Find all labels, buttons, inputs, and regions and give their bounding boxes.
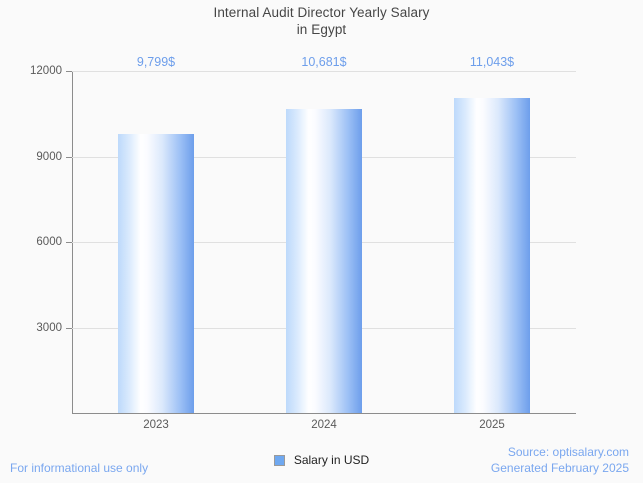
bar-value-label: 10,681$ (301, 55, 347, 69)
y-axis-tick-mark (66, 327, 72, 329)
y-axis-tick-mark (66, 156, 72, 158)
bar-2024[interactable] (286, 108, 362, 413)
y-axis-tick-label: 6000 (36, 236, 62, 248)
chart-title-line-2: in Egypt (296, 22, 347, 37)
chart-legend: Salary in USD (0, 453, 643, 467)
x-axis-tick-label: 2025 (479, 419, 505, 431)
bar-value-label: 11,043$ (469, 55, 515, 69)
source-block: Source: optisalary.com Generated Februar… (491, 445, 629, 476)
y-axis-tick-label: 3000 (36, 321, 62, 334)
disclaimer-text: For informational use only (10, 461, 149, 475)
source-text: Source: optisalary.com (507, 445, 629, 459)
legend-item-label: Salary in USD (293, 453, 370, 467)
y-axis-tick-label: 9000 (36, 150, 62, 163)
bar-value-label: 9,799$ (136, 55, 176, 69)
legend-swatch-icon (273, 454, 285, 466)
x-axis-tick-label: 2024 (311, 419, 337, 431)
chart-title: Internal Audit Director Yearly Salary in… (0, 4, 643, 38)
y-axis-tick-label: 12000 (30, 65, 62, 77)
chart-title-line-1: Internal Audit Director Yearly Salary (213, 5, 430, 20)
bar-2023[interactable] (118, 133, 194, 413)
y-axis-tick-mark (66, 242, 72, 243)
plot-area (72, 71, 576, 413)
legend-item-salary-in-usd[interactable]: Salary in USD (273, 453, 370, 467)
generated-text: Generated February 2025 (490, 460, 629, 475)
gridline (72, 71, 576, 72)
y-axis-tick-mark (66, 71, 72, 72)
x-axis-line (72, 413, 576, 414)
x-axis-tick-label: 2023 (143, 419, 169, 431)
bar-2025[interactable] (454, 98, 530, 413)
